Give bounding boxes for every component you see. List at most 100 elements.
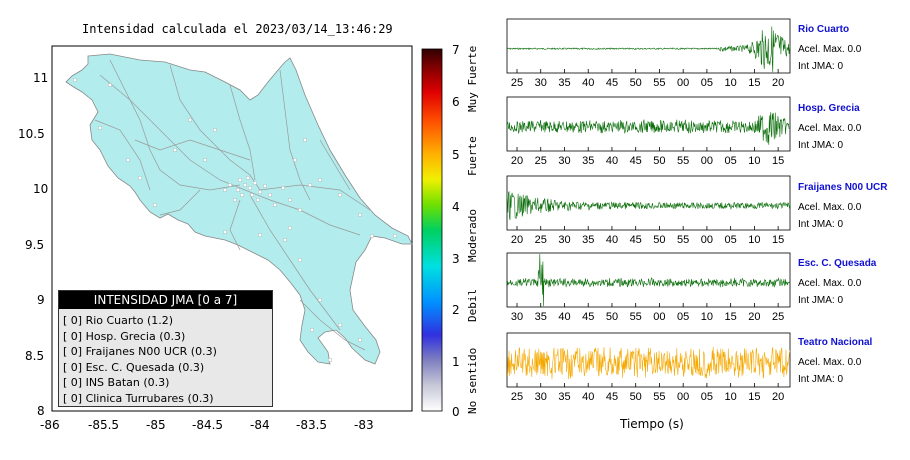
trace-tick-label: 15 — [725, 311, 737, 323]
x-tick: -83.5 — [296, 418, 327, 432]
station-acel: Acel. Max. 0.0 — [798, 202, 887, 213]
town-dot — [294, 159, 297, 162]
trace-tick-label: 25 — [535, 155, 547, 167]
trace-tick-label: 30 — [535, 391, 547, 403]
trace-tick-label: 45 — [582, 311, 594, 323]
trace-tick-label: 00 — [701, 234, 713, 246]
town-dot — [319, 179, 322, 182]
trace-tick-label: 35 — [558, 391, 570, 403]
trace-tick-label: 30 — [535, 77, 547, 89]
town-dot — [224, 231, 227, 234]
trace-tick-label: 00 — [677, 77, 689, 89]
cb-label: No sentido — [466, 348, 479, 414]
cb-tick: 2 — [452, 303, 460, 317]
y-tick: 10 — [33, 182, 48, 196]
trace-tick-label: 55 — [677, 234, 689, 246]
trace-tick-label: 05 — [725, 155, 737, 167]
station-acel: Acel. Max. 0.0 — [798, 123, 861, 134]
trace-tick-label: 25 — [535, 234, 547, 246]
station-int: Int JMA: 0 — [798, 374, 872, 385]
trace-tick-label: 35 — [535, 311, 547, 323]
station-int: Int JMA: 0 — [798, 61, 861, 72]
trace-tick-label: 05 — [677, 311, 689, 323]
trace-tick-label: 00 — [677, 391, 689, 403]
town-dot — [339, 194, 342, 197]
town-dot — [304, 139, 307, 142]
station-acel: Acel. Max. 0.0 — [798, 44, 861, 55]
trace-tick-label: 30 — [558, 155, 570, 167]
town-dot — [257, 199, 260, 202]
town-dot — [259, 191, 262, 194]
town-dot — [127, 159, 130, 162]
x-tick: -84.5 — [192, 418, 223, 432]
trace-tick-label: 50 — [630, 391, 642, 403]
y-tick: 11 — [33, 71, 48, 85]
x-tick: -85.5 — [88, 418, 119, 432]
trace-tick-label: 00 — [653, 311, 665, 323]
trace-tick-label: 15 — [748, 77, 760, 89]
town-dot — [289, 227, 292, 230]
time-axis-label: Tiempo (s) — [620, 417, 684, 431]
trace-tick-label: 50 — [653, 155, 665, 167]
town-dot — [359, 339, 362, 342]
town-dot — [224, 189, 227, 192]
trace-tick-label: 25 — [772, 311, 784, 323]
trace-tick-label: 45 — [630, 155, 642, 167]
town-dot — [319, 299, 322, 302]
trace-tick-label: 40 — [582, 391, 594, 403]
station-acel: Acel. Max. 0.0 — [798, 278, 876, 289]
trace-tick-label: 20 — [772, 391, 784, 403]
town-dot — [241, 194, 244, 197]
trace-tick-label: 45 — [606, 391, 618, 403]
town-dot — [309, 184, 312, 187]
cb-tick: 3 — [452, 252, 460, 266]
trace-tick-label: 50 — [653, 234, 665, 246]
station-int: Int JMA: 0 — [798, 219, 887, 230]
station-info-2: Fraijanes N00 UCR Acel. Max. 0.0 Int JMA… — [798, 182, 887, 230]
town-dot — [264, 185, 267, 188]
town-dot — [239, 179, 242, 182]
x-tick: -86 — [40, 418, 60, 432]
station-int: Int JMA: 0 — [798, 140, 861, 151]
town-dot — [329, 359, 332, 362]
cb-label: Muy Fuerte — [466, 46, 479, 112]
town-dot — [251, 194, 254, 197]
trace-tick-label: 25 — [511, 77, 523, 89]
trace-tick-label: 50 — [630, 77, 642, 89]
trace-tick-label: 05 — [725, 234, 737, 246]
trace-tick-label: 20 — [772, 77, 784, 89]
trace-tick-label: 35 — [558, 77, 570, 89]
trace-tick-label: 05 — [701, 391, 713, 403]
trace-tick-label: 40 — [582, 77, 594, 89]
trace-tick-label: 50 — [606, 311, 618, 323]
town-dot — [284, 239, 287, 242]
trace-tick-label: 15 — [748, 391, 760, 403]
town-dot — [359, 214, 362, 217]
town-dot — [254, 182, 257, 185]
legend-item: [ 0] Fraijanes N00 UCR (0.3) — [63, 344, 272, 360]
trace-tick-label: 45 — [630, 234, 642, 246]
trace-frame — [507, 176, 790, 230]
town-dot — [394, 235, 397, 238]
town-dot — [237, 189, 240, 192]
y-tick: 8 — [37, 404, 45, 418]
cb-label: Fuerte — [466, 136, 479, 176]
trace-tick-label: 30 — [511, 311, 523, 323]
trace-tick-label: 10 — [748, 155, 760, 167]
trace-tick-label: 40 — [558, 311, 570, 323]
town-dot — [229, 184, 232, 187]
legend-item: [ 0] INS Batan (0.3) — [63, 375, 272, 391]
x-tick: -85 — [146, 418, 166, 432]
trace-tick-label: 55 — [677, 155, 689, 167]
town-dot — [299, 259, 302, 262]
cb-tick: 6 — [452, 95, 460, 109]
cb-tick: 5 — [452, 148, 460, 162]
town-dot — [99, 127, 102, 130]
intensity-colorbar — [422, 49, 442, 411]
trace-tick-label: 10 — [748, 234, 760, 246]
trace-tick-label: 55 — [653, 391, 665, 403]
town-dot — [244, 184, 247, 187]
town-dot — [234, 199, 237, 202]
town-dot — [269, 194, 272, 197]
town-dot — [299, 209, 302, 212]
